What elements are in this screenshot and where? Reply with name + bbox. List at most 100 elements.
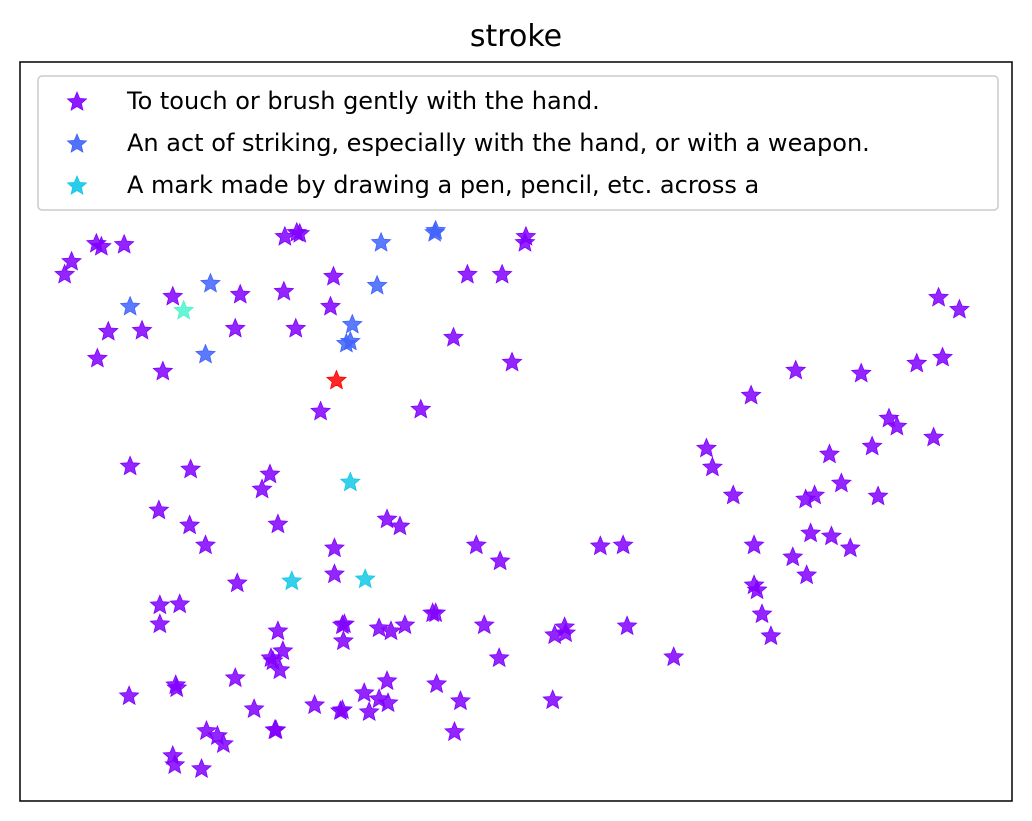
data-point-0-11 — [229, 283, 251, 304]
data-point-0-46 — [839, 537, 861, 558]
data-point-0-33 — [861, 435, 883, 456]
legend-marker-1 — [66, 132, 88, 153]
data-point-0-14 — [131, 319, 153, 340]
data-point-0-107 — [443, 721, 466, 742]
data-point-0-117 — [286, 221, 308, 242]
data-point-0-49 — [796, 564, 818, 585]
legend-label-0: To touch or brush gently with the hand. — [126, 87, 600, 115]
legend: To touch or brush gently with the hand. … — [37, 75, 999, 211]
data-point-0-74 — [224, 667, 246, 688]
data-point-0-35 — [785, 359, 807, 380]
legend-label-2: A mark made by drawing a pen, pencil, et… — [127, 171, 759, 199]
data-point-0-94 — [425, 602, 447, 623]
data-point-0-99 — [265, 719, 287, 740]
data-point-0-73 — [169, 593, 191, 614]
data-point-0-65 — [389, 515, 411, 536]
data-point-0-45 — [800, 522, 822, 543]
data-point-0-12 — [162, 285, 184, 306]
data-point-0-102 — [162, 745, 184, 765]
data-point-0-104 — [358, 701, 380, 722]
data-point-0-76 — [267, 620, 289, 641]
data-point-0-17 — [86, 347, 108, 368]
data-point-0-62 — [267, 513, 289, 534]
data-point-0-39 — [722, 484, 744, 505]
series-0 — [54, 221, 970, 778]
chart-title: stroke — [470, 19, 562, 54]
data-point-0-105 — [304, 694, 326, 715]
data-point-1-4 — [194, 343, 217, 364]
legend-box — [37, 75, 999, 211]
data-point-0-118 — [226, 572, 248, 593]
legend-marker-0 — [66, 90, 88, 111]
scatter-points — [54, 219, 970, 778]
data-point-0-52 — [751, 603, 773, 624]
data-point-0-106 — [331, 699, 353, 720]
data-point-0-112 — [269, 659, 291, 680]
data-point-0-40 — [818, 443, 840, 464]
data-point-0-57 — [148, 499, 170, 520]
data-point-0-66 — [489, 550, 511, 571]
data-point-0-75 — [149, 613, 171, 634]
data-point-0-44 — [867, 485, 889, 506]
data-point-0-54 — [612, 534, 634, 555]
data-point-0-36 — [740, 384, 762, 405]
data-point-2-2 — [281, 570, 303, 591]
data-point-0-15 — [224, 317, 246, 338]
data-point-0-29 — [932, 346, 954, 367]
data-point-0-108 — [118, 685, 140, 706]
data-point-0-91 — [426, 673, 448, 694]
legend-star-icon-0 — [66, 90, 88, 111]
data-point-0-61 — [259, 463, 281, 484]
data-point-0-27 — [948, 298, 970, 319]
data-point-4-0 — [325, 369, 347, 390]
data-point-0-72 — [149, 594, 171, 615]
data-point-0-79 — [380, 620, 402, 641]
series-1 — [119, 219, 447, 364]
data-point-0-47 — [743, 534, 765, 555]
legend-marker-2 — [66, 174, 88, 195]
data-point-0-78 — [368, 617, 390, 638]
data-point-0-18 — [152, 360, 174, 381]
legend-star-icon-1 — [66, 132, 88, 153]
data-point-0-23 — [491, 263, 513, 284]
data-point-0-10 — [273, 280, 295, 301]
data-point-0-25 — [501, 351, 523, 372]
data-point-0-58 — [179, 514, 201, 535]
data-point-0-5 — [113, 233, 135, 254]
data-point-0-59 — [194, 534, 217, 555]
data-point-1-3 — [119, 295, 141, 316]
data-point-0-38 — [701, 456, 723, 477]
data-point-0-88 — [353, 682, 375, 703]
data-point-0-48 — [782, 546, 804, 567]
data-point-0-28 — [906, 352, 928, 373]
data-point-0-21 — [442, 326, 465, 347]
data-point-0-34 — [850, 362, 872, 383]
data-point-0-4 — [90, 235, 112, 256]
data-point-0-41 — [830, 472, 852, 493]
data-point-0-19 — [310, 400, 332, 421]
data-point-0-110 — [166, 677, 188, 698]
data-point-0-56 — [180, 458, 202, 479]
data-point-1-9 — [424, 221, 446, 242]
data-point-0-2 — [61, 250, 83, 271]
data-point-0-70 — [323, 563, 345, 584]
data-point-0-114 — [331, 614, 353, 635]
data-point-0-115 — [394, 614, 416, 635]
data-point-2-0 — [339, 471, 361, 492]
data-point-0-98 — [212, 733, 234, 754]
data-point-0-120 — [262, 650, 284, 671]
data-point-0-26 — [928, 286, 950, 307]
data-point-0-90 — [376, 670, 398, 691]
data-point-0-92 — [449, 690, 471, 711]
data-point-0-68 — [589, 535, 611, 556]
data-point-0-37 — [695, 437, 717, 458]
data-point-0-43 — [804, 484, 826, 505]
data-point-0-13 — [97, 320, 119, 341]
legend-label-1: An act of striking, especially with the … — [127, 129, 870, 157]
data-point-0-111 — [243, 698, 265, 719]
data-point-0-63 — [323, 537, 345, 558]
data-point-0-101 — [191, 757, 213, 778]
data-point-0-32 — [878, 407, 900, 428]
data-point-0-51 — [746, 579, 768, 600]
